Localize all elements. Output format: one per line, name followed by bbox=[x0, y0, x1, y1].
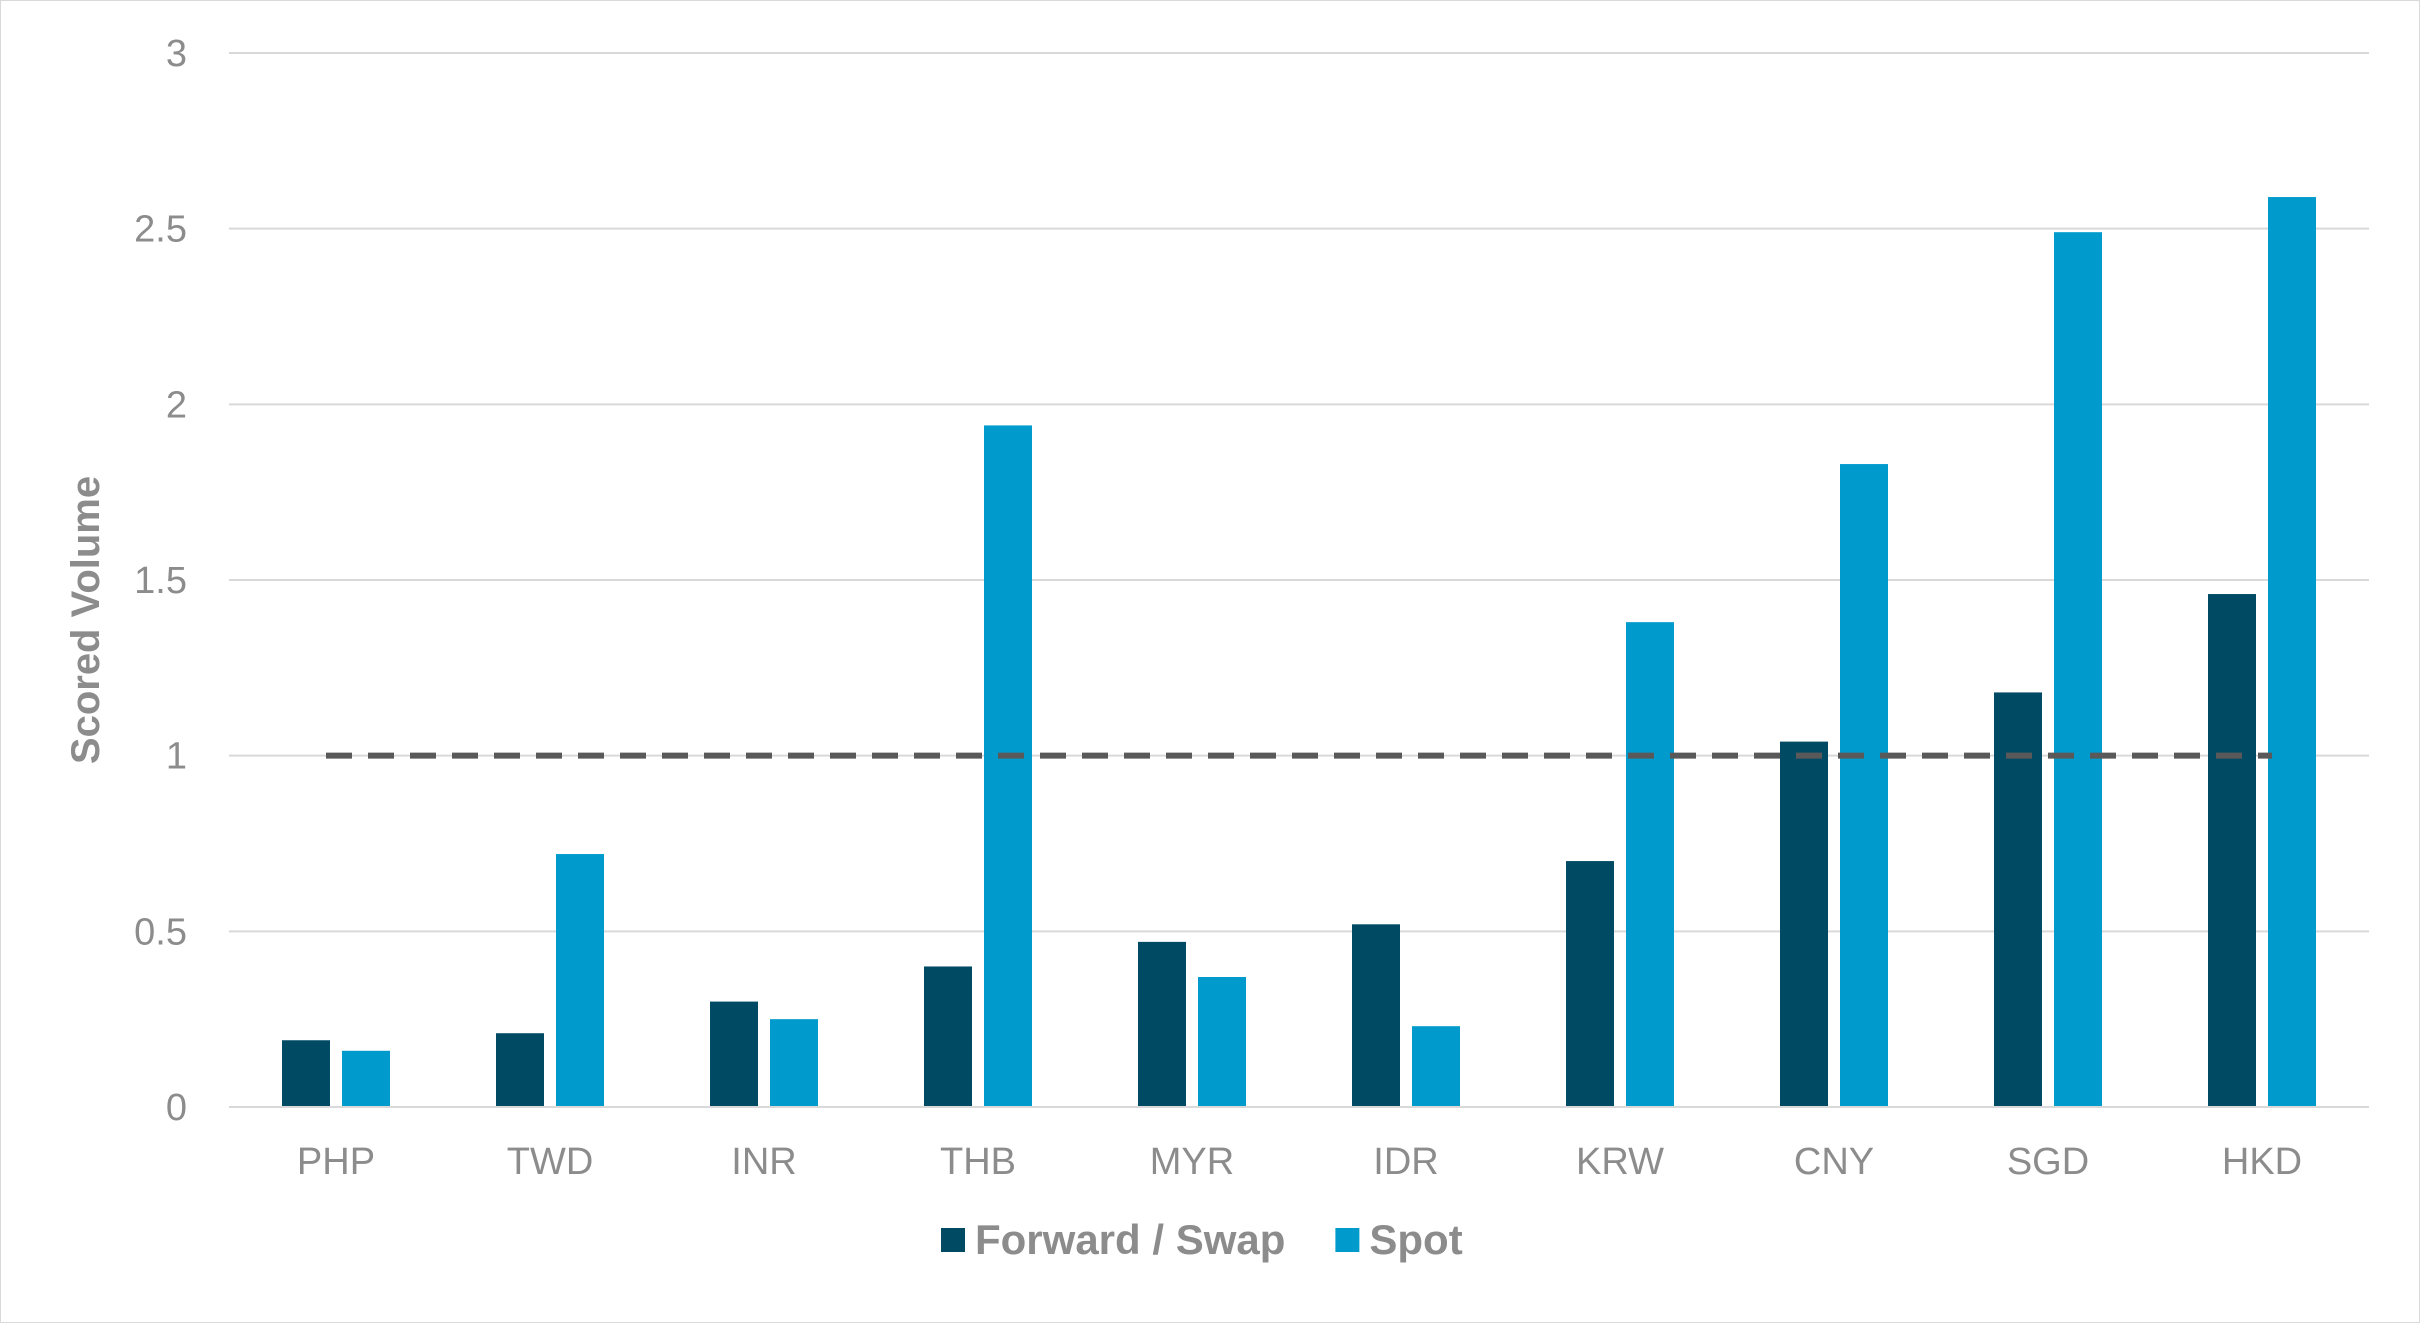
gridlines bbox=[229, 52, 2369, 933]
bar-forward-swap-hkd bbox=[2208, 594, 2256, 1107]
bar-spot-php bbox=[342, 1050, 390, 1107]
bar-forward-swap-myr bbox=[1138, 941, 1186, 1107]
bar-forward-swap-krw bbox=[1566, 861, 1614, 1107]
bar-forward-swap-php bbox=[282, 1040, 330, 1107]
y-tick-label: 0.5 bbox=[134, 911, 187, 953]
bar-spot-hkd bbox=[2268, 197, 2316, 1108]
x-tick-label-hkd: HKD bbox=[2222, 1141, 2302, 1183]
legend-swatch-spot bbox=[1335, 1228, 1360, 1252]
bar-forward-swap-idr bbox=[1352, 924, 1400, 1107]
y-tick-label: 1.5 bbox=[134, 560, 187, 602]
x-tick-label-twd: TWD bbox=[507, 1141, 594, 1183]
y-tick-label: 0 bbox=[166, 1087, 187, 1129]
legend-label-spot: Spot bbox=[1369, 1216, 1462, 1263]
x-axis-ticks: PHP TWD INR THB MYR IDR KRW CNY SGD HKD bbox=[297, 1141, 2302, 1183]
x-tick-label-sgd: SGD bbox=[2007, 1141, 2089, 1183]
bar-spot-krw bbox=[1626, 622, 1674, 1107]
bar-forward-swap-cny bbox=[1780, 741, 1828, 1107]
x-tick-label-idr: IDR bbox=[1373, 1141, 1438, 1183]
x-tick-label-cny: CNY bbox=[1794, 1141, 1874, 1183]
bar-forward-swap-inr bbox=[710, 1001, 758, 1107]
legend-swatch-forward-swap bbox=[941, 1228, 965, 1252]
x-tick-label-krw: KRW bbox=[1576, 1141, 1664, 1183]
legend-label-forward-swap: Forward / Swap bbox=[975, 1216, 1285, 1263]
bar-spot-idr bbox=[1412, 1026, 1460, 1107]
bar-spot-twd bbox=[556, 854, 604, 1107]
bar-forward-swap-twd bbox=[496, 1033, 544, 1107]
bar-spot-cny bbox=[1840, 464, 1888, 1107]
y-tick-label: 2 bbox=[166, 384, 187, 426]
bars bbox=[282, 197, 2316, 1108]
x-tick-label-myr: MYR bbox=[1150, 1141, 1234, 1183]
x-tick-label-thb: THB bbox=[940, 1141, 1016, 1183]
bar-spot-sgd bbox=[2054, 232, 2102, 1107]
bar-spot-thb bbox=[984, 425, 1032, 1107]
x-tick-label-inr: INR bbox=[731, 1141, 796, 1183]
y-axis-title: Scored Volume bbox=[64, 476, 108, 764]
y-axis-ticks: 0 0.5 1 1.5 2 2.5 3 bbox=[134, 33, 187, 1129]
y-tick-label: 2.5 bbox=[134, 209, 187, 251]
legend: Forward / Swap Spot bbox=[941, 1216, 1463, 1263]
x-tick-label-php: PHP bbox=[297, 1141, 375, 1183]
bar-forward-swap-sgd bbox=[1994, 692, 2042, 1107]
bar-forward-swap-thb bbox=[924, 966, 972, 1107]
bar-spot-inr bbox=[770, 1019, 818, 1107]
y-tick-label: 1 bbox=[166, 736, 187, 778]
bar-spot-myr bbox=[1198, 977, 1246, 1107]
y-tick-label: 3 bbox=[166, 33, 187, 75]
